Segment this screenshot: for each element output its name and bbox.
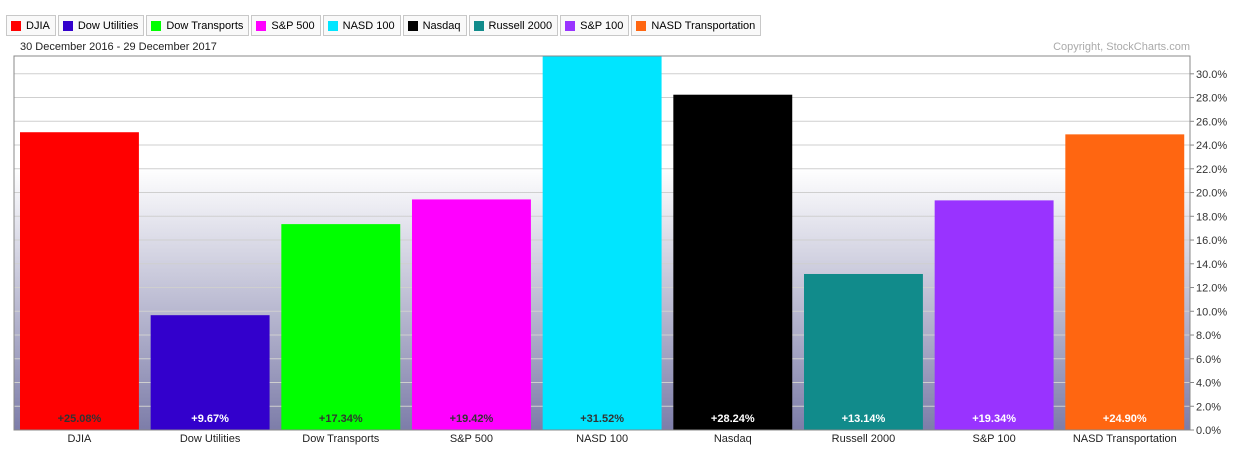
legend-label: NASD 100 xyxy=(342,19,395,32)
y-tick-label: 4.0% xyxy=(1196,378,1221,390)
category-label-djia: DJIA xyxy=(68,433,93,445)
legend-label: S&P 500 xyxy=(271,19,315,32)
y-axis: 0.0% 2.0% 4.0% 6.0% 8.0% 10.0% 12.0% 14.0% 16.0%… xyxy=(1190,69,1227,437)
y-tick-label: 6.0% xyxy=(1196,354,1221,366)
legend-swatch xyxy=(11,20,21,31)
legend-swatch xyxy=(151,20,162,31)
chart-legend: DJIA Dow Utilities Dow Transports S&P 500 NA… xyxy=(6,13,763,38)
category-label-dow-utilities: Dow Utilities xyxy=(180,433,241,445)
legend-label: DJIA xyxy=(26,19,50,32)
bars xyxy=(20,56,1185,431)
legend-item-nasd-100[interactable]: NASD 100 xyxy=(322,15,401,36)
legend-swatch xyxy=(62,20,73,31)
y-tick-label: 0.0% xyxy=(1196,425,1221,437)
x-axis: DJIA Dow Utilities Dow Transports S&P 500 NA… xyxy=(68,433,1177,445)
value-labels: +25.08% +9.67% +17.34% +19.42% +31.52% +28.24… xyxy=(58,413,1147,425)
y-tick-label: 22.0% xyxy=(1196,164,1227,176)
bar-nasd-100 xyxy=(542,56,662,430)
legend-item-nasd-transportation[interactable]: NASD Transportation xyxy=(631,15,762,36)
date-range: 30 December 2016 - 29 December 2017 xyxy=(20,41,217,53)
legend-label: Dow Transports xyxy=(166,19,244,32)
value-label-nasdaq: +28.24% xyxy=(711,413,755,425)
legend-item-nasdaq[interactable]: Nasdaq xyxy=(402,15,467,36)
legend-item-dow-utilities[interactable]: Dow Utilities xyxy=(57,15,145,36)
y-tick-label: 28.0% xyxy=(1196,93,1227,105)
legend-item-russell-2000[interactable]: Russell 2000 xyxy=(468,15,559,36)
legend-swatch xyxy=(327,20,338,31)
y-tick-label: 18.0% xyxy=(1196,211,1227,223)
y-tick-label: 24.0% xyxy=(1196,140,1227,152)
y-tick-label: 10.0% xyxy=(1196,306,1227,318)
legend-label: Russell 2000 xyxy=(488,19,553,32)
y-tick-label: 16.0% xyxy=(1196,235,1227,247)
bar-nasdaq xyxy=(673,94,793,431)
category-label-nasdaq: Nasdaq xyxy=(714,433,752,445)
value-label-nasd-100: +31.52% xyxy=(580,413,624,425)
y-tick-label: 2.0% xyxy=(1196,401,1221,413)
bar-russell-2000 xyxy=(804,273,923,430)
category-label-nasd-100: NASD 100 xyxy=(576,433,628,445)
legend-swatch xyxy=(407,20,418,31)
y-tick-label: 26.0% xyxy=(1196,116,1227,128)
bar-nasd-transportation xyxy=(1065,134,1185,430)
value-label-sandp-100: +19.34% xyxy=(972,413,1016,425)
legend-label: Dow Utilities xyxy=(77,19,139,32)
copyright-notice: Copyright, StockCharts.com xyxy=(1053,41,1190,53)
category-label-nasd-transportation: NASD Transportation xyxy=(1073,433,1177,445)
category-label-russell-2000: Russell 2000 xyxy=(832,433,896,445)
legend-swatch xyxy=(636,20,647,31)
y-tick-label: 20.0% xyxy=(1196,188,1227,200)
category-label-sandp-500: S&P 500 xyxy=(450,433,493,445)
y-tick-label: 14.0% xyxy=(1196,259,1227,271)
value-label-nasd-transportation: +24.90% xyxy=(1103,413,1147,425)
category-label-dow-transports: Dow Transports xyxy=(302,433,380,445)
legend-swatch xyxy=(256,20,267,31)
value-label-sandp-500: +19.42% xyxy=(450,413,494,425)
bar-sandp-100 xyxy=(934,200,1054,430)
bar-dow-utilities xyxy=(150,315,270,430)
bar-dow-transports xyxy=(281,224,401,430)
legend-label: S&P 100 xyxy=(580,19,624,32)
value-label-dow-utilities: +9.67% xyxy=(191,413,229,425)
y-tick-label: 8.0% xyxy=(1196,330,1221,342)
bar-djia xyxy=(20,132,139,430)
y-tick-label: 30.0% xyxy=(1196,69,1227,81)
value-label-dow-transports: +17.34% xyxy=(319,413,363,425)
legend-label: Nasdaq xyxy=(422,19,461,32)
legend-item-djia[interactable]: DJIA xyxy=(6,15,56,36)
legend-swatch xyxy=(565,20,576,31)
legend-item-sandp-100[interactable]: S&P 100 xyxy=(560,15,630,36)
legend-item-dow-transports[interactable]: Dow Transports xyxy=(146,15,250,36)
value-label-russell-2000: +13.14% xyxy=(842,413,886,425)
category-label-sandp-100: S&P 100 xyxy=(973,433,1016,445)
value-label-djia: +25.08% xyxy=(58,413,102,425)
legend-swatch xyxy=(473,20,484,31)
bar-sandp-500 xyxy=(412,199,531,430)
y-tick-label: 12.0% xyxy=(1196,283,1227,295)
plot-frame xyxy=(13,55,1191,431)
legend-label: NASD Transportation xyxy=(651,19,756,32)
legend-item-sandp-500[interactable]: S&P 500 xyxy=(251,15,321,36)
